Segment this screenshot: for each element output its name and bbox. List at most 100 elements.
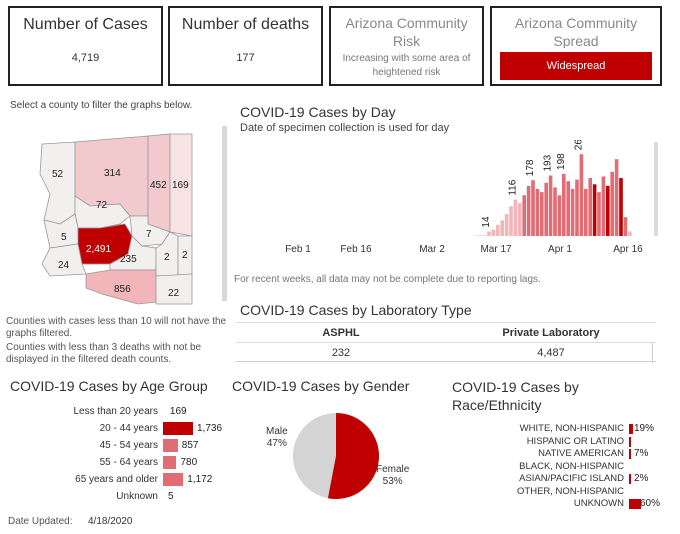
risk-card[interactable]: Arizona Community Risk Increasing with s… [329,6,484,86]
day-bar[interactable] [518,203,522,236]
day-x-tick: Feb 16 [340,244,372,255]
day-bar[interactable] [592,184,597,236]
day-bar[interactable] [584,189,588,236]
day-bar[interactable] [513,199,518,236]
race-bar-value: 7% [634,448,649,459]
county-label-pinal: 235 [120,254,137,265]
county-label-apache: 169 [172,180,189,191]
day-bar[interactable] [606,185,610,236]
day-bar[interactable] [614,159,619,236]
deaths-card[interactable]: Number of deaths 177 [168,6,323,86]
day-bar[interactable] [623,217,628,236]
day-bar[interactable] [566,181,570,236]
age-title: COVID-19 Cases by Age Group [10,378,208,394]
county-label-navajo: 452 [150,180,167,191]
age-row-label: 55 - 64 years [99,457,158,468]
age-bar[interactable] [163,405,166,418]
age-bar-value: 1,736 [197,423,223,434]
county-pima[interactable] [85,269,157,305]
county-cochise[interactable] [155,273,193,305]
day-bar[interactable] [482,235,487,236]
day-bar[interactable] [601,176,606,236]
age-row-label: 45 - 54 years [99,440,158,451]
cases-card[interactable]: Number of Cases 4,719 [8,6,163,86]
map-instruction: Select a county to filter the graphs bel… [10,100,193,111]
day-bar[interactable] [562,173,566,236]
county-label-graham: 2 [164,252,170,263]
day-bar-label: 116 [507,179,518,195]
arizona-county-map[interactable]: 52 314 452 169 72 5 2,491 7 24 235 2 2 8… [30,124,230,306]
day-bar[interactable] [544,182,548,236]
day-bar[interactable] [491,229,496,236]
gender-slice-female[interactable] [327,413,380,499]
day-chart-scrollbar[interactable] [654,142,658,236]
county-label-greenlee: 2 [182,250,188,261]
cases-value: 4,719 [71,52,100,64]
gender-title: COVID-19 Cases by Gender [232,378,410,394]
county-mohave[interactable] [39,141,76,225]
county-label-coconino: 314 [104,168,121,179]
race-bar-value: 60% [640,498,661,509]
by-day-subtitle: Date of specimen collection is used for … [240,122,450,134]
age-bar[interactable] [163,473,184,486]
race-row-label: WHITE, NON-HISPANIC [519,423,624,434]
cases-by-day-chart[interactable]: Feb 1 Feb 16 Mar 2 Mar 17 Apr 1 Apr 16 14 116 17… [236,140,660,264]
day-bar[interactable] [570,189,575,236]
day-bar[interactable] [500,220,504,236]
lab-table: ASPHL Private Laboratory 232 4,487 [236,322,656,363]
race-bar[interactable] [629,474,631,484]
day-bar[interactable] [597,192,601,236]
race-bar[interactable] [629,449,631,459]
by-day-note: For recent weeks, all data may not be co… [234,274,541,285]
day-bar[interactable] [526,185,531,236]
day-bar[interactable] [553,187,557,236]
day-bar[interactable] [610,171,614,236]
day-bar[interactable] [540,192,544,236]
spread-card[interactable]: Arizona Community Spread Widespread [490,6,662,86]
race-bar-value: 2% [634,473,649,484]
county-label-maricopa: 2,491 [86,244,111,255]
day-bar[interactable] [504,214,509,236]
day-bar[interactable] [522,195,526,236]
age-bar-value: 780 [180,457,198,468]
county-label-la-paz: 5 [61,232,67,243]
day-bar[interactable] [535,189,540,236]
age-bar[interactable] [163,439,178,452]
day-bar[interactable] [588,178,592,236]
race-row-label: HISPANIC OR LATINO [526,435,624,447]
lab-header-asphl: ASPHL [322,327,360,339]
age-bar[interactable] [163,456,177,469]
day-bar[interactable] [531,180,535,236]
race-bar[interactable] [629,424,633,434]
lab-value-asphl: 232 [331,347,351,359]
day-bar-label: 178 [525,159,536,176]
gender-pie-chart[interactable] [292,412,380,500]
day-bar[interactable] [487,231,491,236]
race-bar[interactable] [629,436,631,447]
day-bar[interactable] [548,175,553,236]
age-bar[interactable] [163,422,193,435]
deaths-value: 177 [236,52,255,64]
map-scrollbar[interactable] [222,126,227,301]
day-x-tick: Apr 1 [548,244,572,255]
day-bar[interactable] [628,231,632,236]
day-bar[interactable] [478,235,482,236]
race-title: COVID-19 Cases by Race/Ethnicity [452,379,579,413]
lab-title: COVID-19 Cases by Laboratory Type [240,302,472,318]
county-label-mohave: 52 [52,169,64,180]
day-bar[interactable] [557,195,562,236]
day-x-tick: Mar 2 [419,244,445,255]
race-row-label: NATIVE AMERICAN [538,448,624,459]
day-bar[interactable] [496,225,500,236]
lab-value-private: 4,487 [537,347,565,359]
day-bar[interactable] [575,179,579,236]
day-bar[interactable] [619,178,623,236]
age-row-label: 65 years and older [75,474,158,485]
day-bar[interactable] [579,154,584,236]
age-bar[interactable] [163,490,164,503]
day-bar-label: 198 [556,153,567,170]
day-bar[interactable] [509,206,513,236]
age-row-label: Unknown [116,491,158,502]
map-note-cases: Counties with cases less than 10 will no… [6,316,227,339]
race-bar[interactable] [629,499,641,509]
